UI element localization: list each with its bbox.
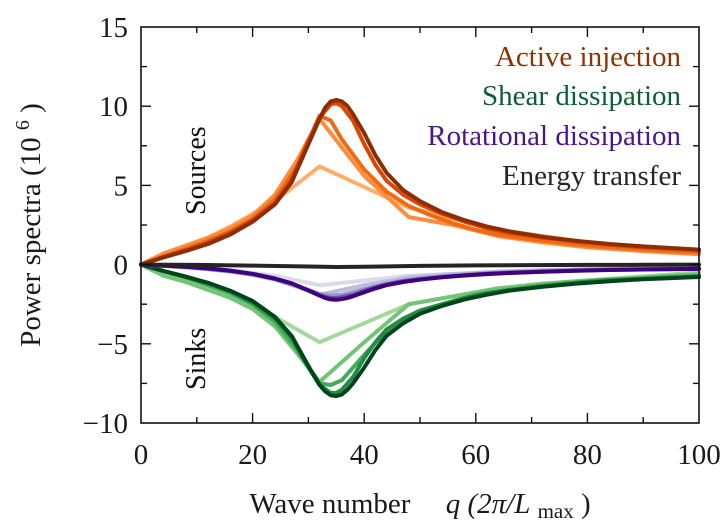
legend-entry-active-injection: Active injection [495,41,682,73]
x-tick-label: 0 [134,439,149,471]
x-axis-title-text: Wave number [249,488,410,520]
series-line-energy-transfer [139,262,701,269]
x-axis-title-close: ) [581,488,591,520]
annotation-sources: Sources [181,126,212,215]
x-tick-label: 40 [350,439,379,471]
x-axis-title-sub: max [538,499,575,523]
y-tick-label: 10 [99,91,128,123]
y-tick-label: −5 [97,329,128,361]
x-tick-label: 80 [573,439,602,471]
x-axis-title-math: q (2π/L [446,488,531,520]
y-axis-title-close: ) [15,103,47,113]
x-axis-title: Wave number q (2π/L max ) [249,488,590,525]
y-tick-label: 15 [99,12,128,44]
y-axis-title: Power spectra (10 6 ) [4,103,47,347]
x-tick-label: 20 [238,439,267,471]
x-tick-label: 100 [677,439,721,471]
y-tick-label: 0 [114,250,129,282]
series-line-active-injection-finest [139,97,701,267]
series-group-energy-transfer [139,262,701,269]
series-layer [139,97,701,399]
y-tick-label: 5 [114,170,129,202]
legend-entry-shear-dissipation: Shear dissipation [482,80,681,112]
legend-entry-energy-transfer: Energy transfer [502,160,681,192]
x-tick-label: 60 [461,439,490,471]
series-line-shear-dissipation-finest [139,262,701,399]
series-group-rotational-dissipation [139,262,701,302]
annotation-sinks: Sinks [181,328,212,390]
y-axis-title-text: Power spectra (10 [15,137,47,346]
series-group-shear-dissipation [139,262,701,399]
series-line-shear-dissipation-fine [139,262,701,395]
legend: Active injection Shear dissipation Rotat… [427,41,681,192]
legend-entry-rotational-dissipation: Rotational dissipation [427,120,681,152]
y-tick-label: −10 [83,408,128,440]
y-axis-title-sup: 6 [12,120,34,130]
series-line-rotational-dissipation-finest [139,262,701,302]
ticks-layer: 0 20 40 60 80 100 −10 −5 0 5 10 15 [83,12,721,471]
series-group-active-injection [139,97,701,267]
